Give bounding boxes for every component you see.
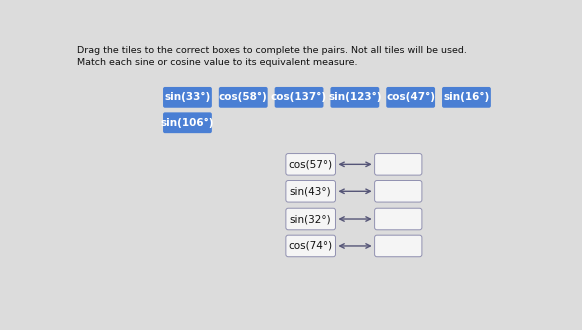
Text: cos(137°): cos(137°) — [271, 92, 327, 102]
Text: sin(33°): sin(33°) — [164, 92, 211, 102]
FancyBboxPatch shape — [286, 153, 335, 175]
FancyBboxPatch shape — [375, 235, 422, 257]
Text: sin(16°): sin(16°) — [443, 92, 489, 102]
FancyBboxPatch shape — [286, 181, 335, 202]
Text: sin(43°): sin(43°) — [290, 186, 332, 196]
Text: Drag the tiles to the correct boxes to complete the pairs. Not all tiles will be: Drag the tiles to the correct boxes to c… — [77, 46, 467, 55]
Text: sin(32°): sin(32°) — [290, 214, 332, 224]
FancyBboxPatch shape — [219, 87, 268, 108]
FancyBboxPatch shape — [375, 181, 422, 202]
FancyBboxPatch shape — [375, 208, 422, 230]
Text: cos(58°): cos(58°) — [219, 92, 268, 102]
Text: sin(123°): sin(123°) — [328, 92, 382, 102]
FancyBboxPatch shape — [286, 235, 335, 257]
Text: cos(57°): cos(57°) — [289, 159, 333, 169]
Text: cos(74°): cos(74°) — [289, 241, 333, 251]
FancyBboxPatch shape — [286, 208, 335, 230]
FancyBboxPatch shape — [331, 87, 379, 108]
FancyBboxPatch shape — [163, 112, 212, 133]
FancyBboxPatch shape — [386, 87, 435, 108]
Text: Match each sine or cosine value to its equivalent measure.: Match each sine or cosine value to its e… — [77, 58, 358, 67]
Text: sin(106°): sin(106°) — [161, 118, 214, 128]
FancyBboxPatch shape — [375, 153, 422, 175]
Text: cos(47°): cos(47°) — [386, 92, 435, 102]
FancyBboxPatch shape — [163, 87, 212, 108]
FancyBboxPatch shape — [442, 87, 491, 108]
FancyBboxPatch shape — [275, 87, 324, 108]
